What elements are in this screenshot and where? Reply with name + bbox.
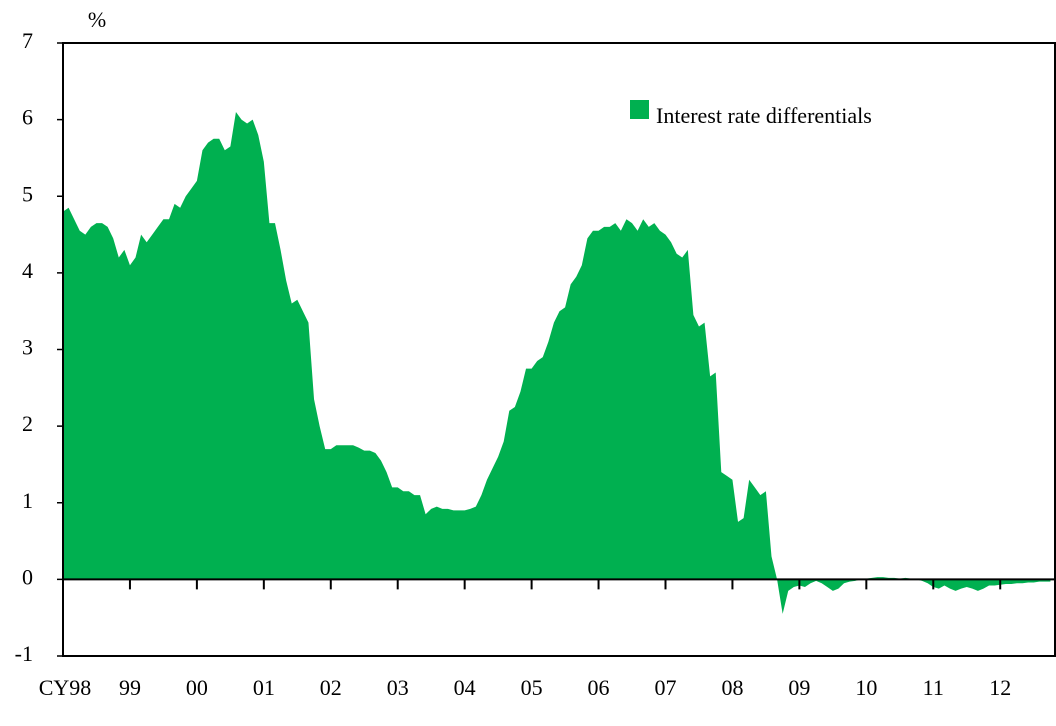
legend-label: Interest rate differentials <box>656 103 872 128</box>
y-tick-label: 1 <box>22 488 33 513</box>
legend-swatch <box>630 100 649 119</box>
x-tick-label: 04 <box>454 675 476 700</box>
x-tick-label: 00 <box>186 675 208 700</box>
y-tick-label: 7 <box>22 28 33 53</box>
x-tick-label: 08 <box>721 675 743 700</box>
x-tick-label: 06 <box>588 675 610 700</box>
x-tick-label: 02 <box>320 675 342 700</box>
x-tick-label: 03 <box>387 675 409 700</box>
y-tick-label: 3 <box>22 335 33 360</box>
x-tick-label: 10 <box>855 675 877 700</box>
x-tick-label: 01 <box>253 675 275 700</box>
y-tick-label: 6 <box>22 105 33 130</box>
y-tick-label: 5 <box>22 181 33 206</box>
x-tick-label: 99 <box>119 675 141 700</box>
x-tick-label: 05 <box>521 675 543 700</box>
y-tick-label: 4 <box>22 258 33 283</box>
y-tick-label: 0 <box>22 564 33 589</box>
x-tick-label: CY98 <box>39 675 92 700</box>
y-axis-label: % <box>88 7 106 32</box>
y-tick-label: -1 <box>15 641 33 666</box>
x-tick-label: 11 <box>923 675 944 700</box>
y-tick-label: 2 <box>22 411 33 436</box>
x-tick-label: 09 <box>788 675 810 700</box>
area <box>63 111 1051 614</box>
x-tick-label: 12 <box>989 675 1011 700</box>
x-tick-label: 07 <box>654 675 676 700</box>
